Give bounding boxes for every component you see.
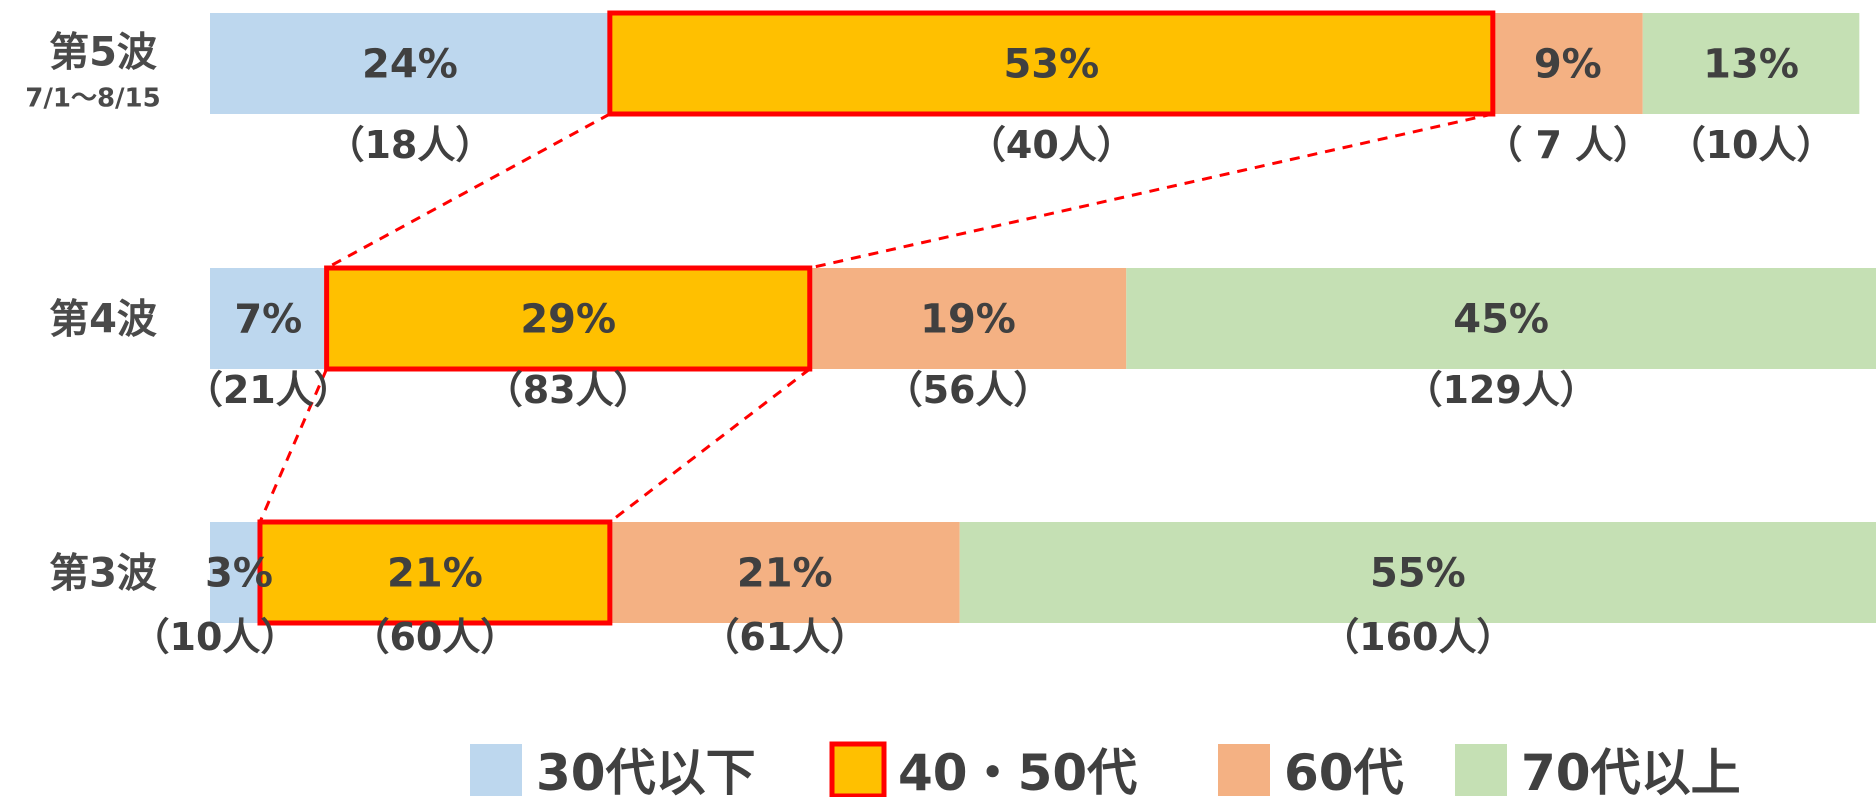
count-label: （ 7 人） [1484, 123, 1651, 167]
connector-line [258, 368, 328, 523]
legend-label: 70代以上 [1521, 744, 1741, 797]
legend-swatch [829, 741, 887, 799]
percent-label: 29% [520, 297, 616, 343]
connector-line [608, 367, 811, 524]
bar-segment [609, 522, 960, 623]
legend-swatch [470, 744, 522, 796]
count-label: （18人） [326, 123, 493, 167]
percent-label: 7% [234, 297, 302, 343]
count-label: （10人） [132, 615, 299, 659]
percent-label: 13% [1703, 42, 1799, 88]
bar-segment [1126, 268, 1876, 369]
row-label: 第5波 [49, 30, 157, 76]
count-label: （61人） [701, 615, 868, 659]
legend-swatch [1218, 744, 1270, 796]
legend-swatch [1455, 744, 1507, 796]
percent-label: 53% [1003, 42, 1099, 88]
legend-label: 60代 [1284, 744, 1404, 797]
bar-segment-highlight [607, 10, 1496, 117]
percent-label: 21% [737, 551, 833, 597]
count-label: （160人） [1321, 615, 1514, 659]
bar-segment [809, 268, 1127, 369]
legend-label: 40・50代 [898, 744, 1137, 797]
percent-label: 19% [920, 297, 1016, 343]
percent-label: 9% [1534, 42, 1602, 88]
legend-label: 30代以下 [536, 744, 756, 797]
count-label: （40人） [968, 123, 1135, 167]
bar-segment-highlight [257, 519, 613, 626]
percent-label: 3% [205, 551, 273, 597]
bar-segment [1642, 13, 1860, 114]
row-sublabel: 7/1～8/15 [25, 84, 160, 114]
row-label: 第3波 [49, 551, 157, 597]
bar-segment [210, 522, 260, 623]
bar-segment [210, 13, 610, 114]
row-label: 第4波 [49, 297, 157, 343]
bar-segment [959, 522, 1876, 623]
count-label: （129人） [1404, 368, 1597, 412]
count-label: （21人） [185, 368, 352, 412]
percent-label: 24% [362, 42, 458, 88]
percent-label: 21% [387, 551, 483, 597]
count-label: （60人） [351, 615, 518, 659]
bar-segment-highlight [324, 265, 813, 372]
connector-line [809, 112, 1494, 270]
bar-segment [210, 268, 327, 369]
count-label: （56人） [885, 368, 1052, 412]
percent-label: 55% [1370, 551, 1466, 597]
percent-label: 45% [1453, 297, 1549, 343]
count-label: （83人） [485, 368, 652, 412]
bar-segment [1492, 13, 1643, 114]
count-label: （10人） [1668, 123, 1835, 167]
